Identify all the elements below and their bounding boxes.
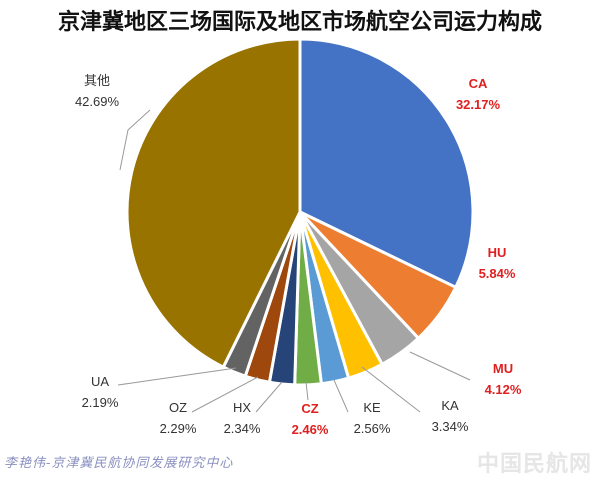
slice-label-name-其他: 其他: [84, 73, 110, 88]
leader-line-CZ: [305, 381, 309, 401]
slice-label-value-其他: 42.69%: [75, 94, 120, 109]
slice-label-value-CA: 32.17%: [456, 97, 501, 112]
leader-line-KE: [333, 379, 349, 413]
slice-label-name-KE: KE: [363, 400, 381, 415]
slice-labels: CA 32.17% HU 5.84% MU 4.12% KA 3.34% KE 2.56% CZ 2.…: [75, 73, 522, 437]
leader-lines: [117, 109, 471, 413]
slice-label-value-UA: 2.19%: [82, 395, 119, 410]
leader-line-其他: [119, 109, 151, 171]
slice-label-name-MU: MU: [493, 361, 513, 376]
watermark: 中国民航网: [476, 452, 592, 477]
slice-label-name-HU: HU: [488, 245, 507, 260]
pie-slice-其他: [125, 37, 302, 370]
chart-title: 京津冀地区三场国际及地区市场航空公司运力构成: [57, 10, 542, 35]
pie-slice-CA: [298, 37, 475, 290]
leader-line-OZ: [191, 376, 259, 413]
slice-label-value-CZ: 2.46%: [292, 422, 329, 437]
slice-label-value-HU: 5.84%: [479, 266, 516, 281]
slice-label-name-UA: UA: [91, 374, 109, 389]
leader-line-MU: [409, 351, 471, 381]
slice-label-name-CA: CA: [469, 76, 488, 91]
slice-label-value-HX: 2.34%: [224, 421, 261, 436]
slice-label-name-OZ: OZ: [169, 400, 187, 415]
slice-label-name-CZ: CZ: [301, 401, 318, 416]
slice-label-value-OZ: 2.29%: [160, 421, 197, 436]
slice-label-value-MU: 4.12%: [485, 382, 522, 397]
slice-label-value-KE: 2.56%: [354, 421, 391, 436]
slice-label-name-KA: KA: [441, 398, 459, 413]
slice-label-value-KA: 3.34%: [432, 419, 469, 434]
author-credit: 李艳伟-京津冀民航协同发展研究中心: [4, 456, 234, 471]
leader-line-HX: [255, 381, 283, 413]
leader-line-UA: [117, 367, 237, 386]
leader-line-KA: [361, 366, 421, 413]
pie-slices: [125, 37, 475, 387]
slice-label-name-HX: HX: [233, 400, 251, 415]
